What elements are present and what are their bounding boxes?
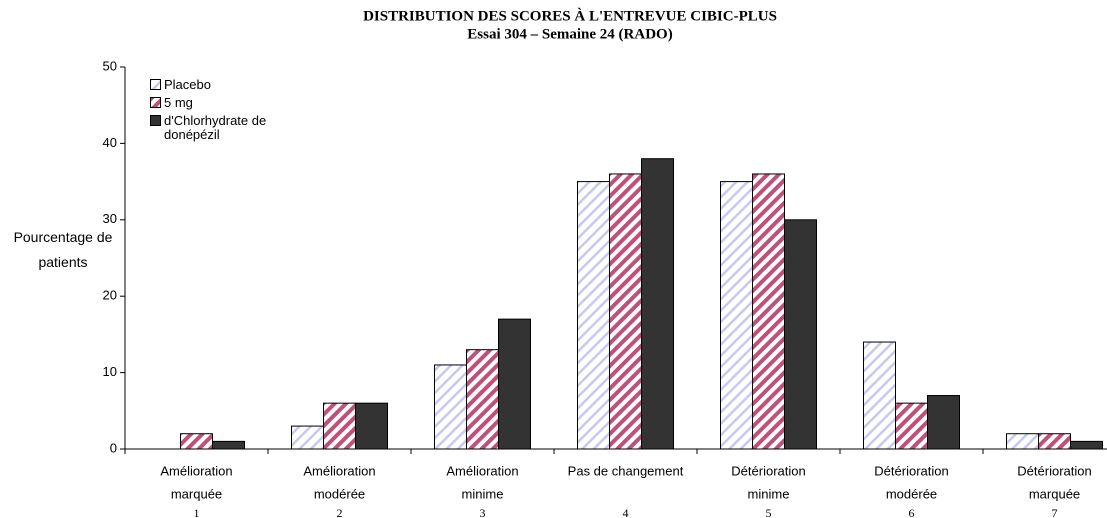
- x-tick-label: Pas de changement: [568, 463, 684, 478]
- bar: [1006, 433, 1039, 450]
- x-tick-code: 2: [337, 506, 343, 518]
- x-tick-label: marquée: [1029, 486, 1080, 501]
- y-tick-label: 0: [110, 440, 117, 455]
- x-tick-code: 1: [194, 506, 200, 518]
- x-tick-label: Amélioration: [446, 463, 518, 478]
- bar: [641, 158, 674, 450]
- legend-item: d'Chlorhydrate de donépézil: [150, 114, 290, 142]
- bar: [355, 402, 388, 450]
- bar: [577, 181, 610, 450]
- x-tick-code: 4: [623, 506, 629, 518]
- bar: [752, 173, 785, 450]
- x-tick-label: Amélioration: [303, 463, 375, 478]
- bar: [180, 433, 213, 450]
- bar: [212, 440, 245, 450]
- chart-subtitle: Essai 304 – Semaine 24 (RADO): [467, 26, 672, 42]
- bar: [863, 341, 896, 450]
- x-tick-code: 6: [909, 506, 915, 518]
- y-axis-label: Pourcentage de patients: [13, 229, 113, 270]
- x-tick-label: modérée: [886, 486, 937, 501]
- x-tick-code: 3: [480, 506, 486, 518]
- y-tick-label: 50: [103, 58, 117, 73]
- legend-label: Placebo: [164, 77, 211, 92]
- legend-swatch: [150, 115, 161, 126]
- legend-item: 5 mg: [150, 96, 290, 110]
- bar: [466, 349, 499, 450]
- x-tick-label: minime: [748, 486, 790, 501]
- x-tick-label: Amélioration: [160, 463, 232, 478]
- y-tick-label: 20: [103, 288, 117, 303]
- bar: [498, 318, 531, 450]
- x-tick-label: modérée: [314, 486, 365, 501]
- legend: Placebo 5 mg d'Chlorhydrate de donépézil: [150, 78, 290, 146]
- chart-title: DISTRIBUTION DES SCORES À L'ENTREVUE CIB…: [363, 7, 777, 24]
- bar: [927, 395, 960, 450]
- x-tick-code: 7: [1052, 506, 1058, 518]
- x-tick-label: Détérioration: [731, 463, 805, 478]
- x-tick-label: Détérioration: [874, 463, 948, 478]
- legend-swatch: [150, 79, 161, 90]
- legend-label: 5 mg: [164, 95, 193, 110]
- bar: [1038, 433, 1071, 450]
- legend-swatch: [150, 97, 161, 108]
- legend-swatch-rect: [150, 97, 161, 108]
- legend-swatch-rect: [150, 79, 161, 90]
- legend-item: Placebo: [150, 78, 290, 92]
- bar: [434, 364, 467, 450]
- y-tick-label: 10: [103, 364, 117, 379]
- bar: [609, 173, 642, 450]
- x-tick-label: Détérioration: [1017, 463, 1091, 478]
- bar: [895, 402, 928, 450]
- bar: [720, 181, 753, 450]
- bar: [291, 425, 324, 450]
- x-tick-label: minime: [462, 486, 504, 501]
- y-tick-label: 40: [103, 135, 117, 150]
- bar: [784, 219, 817, 450]
- x-tick-label: marquée: [171, 486, 222, 501]
- y-tick-label: 30: [103, 211, 117, 226]
- legend-label: d'Chlorhydrate de donépézil: [164, 113, 267, 142]
- bar: [1070, 440, 1103, 450]
- bar: [323, 402, 356, 450]
- legend-swatch-rect: [150, 115, 161, 126]
- x-tick-code: 5: [766, 506, 772, 518]
